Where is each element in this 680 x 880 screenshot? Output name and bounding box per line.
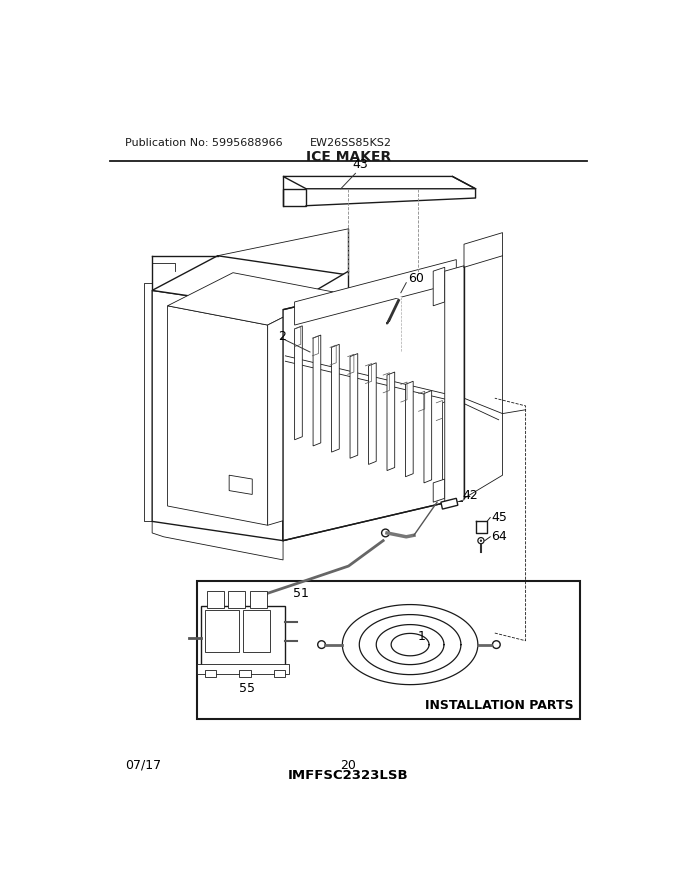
Polygon shape [332,344,339,452]
Polygon shape [283,268,464,540]
Text: IMFFSC2323LSB: IMFFSC2323LSB [288,769,409,782]
Polygon shape [433,479,445,502]
Text: 42: 42 [462,489,478,502]
Text: 60: 60 [409,272,424,285]
Text: 07/17: 07/17 [125,759,161,772]
Polygon shape [443,400,450,489]
Text: 45: 45 [491,511,507,524]
Polygon shape [350,354,358,458]
Polygon shape [167,306,268,525]
Circle shape [192,489,194,492]
Polygon shape [207,590,224,607]
Circle shape [260,617,267,623]
Polygon shape [167,273,333,325]
Polygon shape [369,363,376,465]
Circle shape [492,641,500,649]
Polygon shape [294,260,456,325]
Polygon shape [152,290,283,540]
Circle shape [381,529,390,537]
Circle shape [188,486,198,495]
Polygon shape [243,610,270,652]
Text: INSTALLATION PARTS: INSTALLATION PARTS [426,700,574,713]
Polygon shape [283,189,306,206]
Circle shape [318,641,326,649]
Text: EW26SS85KS2: EW26SS85KS2 [310,138,392,148]
Polygon shape [197,664,289,674]
Circle shape [394,293,403,300]
Polygon shape [201,606,286,671]
Polygon shape [205,610,239,652]
Circle shape [209,617,216,623]
Circle shape [435,496,443,503]
Text: Publication No: 5995688966: Publication No: 5995688966 [125,138,283,148]
Polygon shape [283,268,464,310]
Text: 43: 43 [352,158,368,171]
Polygon shape [424,391,432,483]
Polygon shape [228,590,245,607]
Text: ICE MAKER: ICE MAKER [306,150,391,165]
Circle shape [205,513,207,515]
Polygon shape [239,670,251,677]
Polygon shape [250,590,267,607]
Circle shape [480,539,481,541]
Text: 64: 64 [491,531,507,543]
Polygon shape [445,266,464,506]
Polygon shape [268,292,333,525]
Circle shape [227,617,233,623]
Bar [197,582,580,718]
Circle shape [478,538,484,544]
Polygon shape [205,670,216,677]
Text: 2: 2 [277,330,286,343]
Polygon shape [433,268,445,306]
Polygon shape [229,475,252,495]
Polygon shape [283,176,475,189]
Polygon shape [441,498,458,509]
Polygon shape [313,335,321,446]
Circle shape [203,510,209,517]
Polygon shape [405,381,413,477]
Circle shape [245,617,252,623]
Text: 51: 51 [293,586,309,599]
Polygon shape [387,372,394,471]
Polygon shape [274,670,286,677]
Polygon shape [294,326,303,440]
Polygon shape [283,271,348,540]
Text: 20: 20 [341,759,356,772]
Text: 55: 55 [239,681,255,694]
Polygon shape [152,256,348,310]
Text: 1: 1 [418,630,426,643]
